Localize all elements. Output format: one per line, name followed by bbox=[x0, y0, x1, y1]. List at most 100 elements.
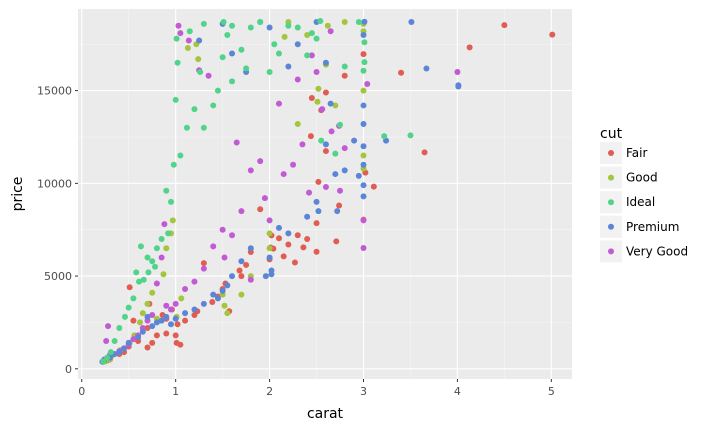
data-point bbox=[322, 141, 329, 148]
data-point bbox=[328, 128, 335, 135]
data-point bbox=[220, 18, 227, 25]
data-point bbox=[360, 152, 367, 159]
data-point bbox=[361, 18, 368, 25]
data-point bbox=[205, 72, 212, 79]
data-point bbox=[153, 319, 160, 326]
data-point bbox=[271, 41, 278, 48]
panel-background bbox=[78, 9, 572, 379]
data-point bbox=[158, 317, 165, 324]
data-point bbox=[184, 44, 191, 51]
data-point bbox=[313, 35, 320, 42]
data-point bbox=[261, 195, 268, 202]
axes: 0 1 2 3 4 5 0 5000 10000 15000 bbox=[37, 85, 555, 398]
legend-swatch bbox=[608, 199, 614, 206]
data-point bbox=[183, 124, 190, 131]
data-point bbox=[153, 245, 160, 252]
data-point bbox=[130, 336, 137, 343]
y-tick-label: 15000 bbox=[37, 85, 72, 98]
data-point bbox=[152, 263, 159, 270]
data-point bbox=[191, 278, 198, 285]
data-point bbox=[315, 208, 322, 215]
data-point bbox=[262, 273, 269, 280]
data-point bbox=[149, 323, 156, 330]
points bbox=[99, 18, 556, 365]
data-point bbox=[104, 354, 111, 361]
data-point bbox=[360, 31, 367, 38]
data-point bbox=[360, 143, 367, 150]
data-point bbox=[224, 282, 231, 289]
data-point bbox=[285, 230, 292, 237]
data-point bbox=[153, 332, 160, 339]
data-point bbox=[364, 81, 371, 88]
data-point bbox=[149, 312, 156, 319]
data-point bbox=[332, 102, 339, 109]
data-point bbox=[167, 321, 174, 328]
data-point bbox=[182, 286, 189, 293]
data-point bbox=[133, 269, 140, 276]
data-point bbox=[160, 271, 167, 278]
data-point bbox=[219, 226, 226, 233]
data-point bbox=[169, 217, 176, 224]
data-point bbox=[333, 238, 340, 245]
data-point bbox=[200, 124, 207, 131]
data-point bbox=[313, 69, 320, 76]
data-point bbox=[174, 321, 181, 328]
data-point bbox=[238, 291, 245, 298]
data-point bbox=[275, 224, 282, 231]
data-point bbox=[466, 44, 473, 51]
data-point bbox=[229, 22, 236, 29]
data-point bbox=[163, 245, 170, 252]
data-point bbox=[238, 208, 245, 215]
data-point bbox=[304, 213, 311, 220]
data-point bbox=[224, 31, 231, 38]
data-point bbox=[238, 273, 245, 280]
data-point bbox=[229, 78, 236, 85]
data-point bbox=[177, 30, 184, 37]
legend-item: Premium bbox=[600, 215, 679, 238]
data-point bbox=[219, 287, 226, 294]
data-point bbox=[238, 258, 245, 265]
data-point bbox=[125, 304, 132, 311]
data-point bbox=[266, 69, 273, 76]
data-point bbox=[266, 24, 273, 31]
data-point bbox=[360, 193, 367, 200]
data-point bbox=[341, 167, 348, 174]
data-point bbox=[173, 35, 180, 42]
data-point bbox=[172, 96, 179, 103]
data-point bbox=[454, 69, 461, 76]
data-point bbox=[336, 202, 343, 209]
data-point bbox=[360, 217, 367, 224]
data-point bbox=[177, 341, 184, 348]
data-point bbox=[191, 312, 198, 319]
data-point bbox=[306, 189, 313, 196]
data-point bbox=[327, 28, 334, 35]
data-point bbox=[299, 141, 306, 148]
data-point bbox=[370, 183, 377, 190]
data-point bbox=[153, 280, 160, 287]
data-point bbox=[163, 313, 170, 320]
data-point bbox=[103, 337, 110, 344]
data-point bbox=[111, 337, 118, 344]
data-point bbox=[275, 100, 282, 107]
data-point bbox=[144, 313, 151, 320]
data-point bbox=[172, 300, 179, 307]
data-point bbox=[322, 148, 329, 155]
data-point bbox=[257, 158, 264, 165]
data-point bbox=[294, 232, 301, 239]
data-point bbox=[174, 59, 181, 66]
data-point bbox=[308, 52, 315, 59]
data-point bbox=[126, 284, 133, 291]
data-point bbox=[219, 54, 226, 61]
data-point bbox=[360, 102, 367, 109]
data-point bbox=[137, 243, 144, 250]
data-point bbox=[294, 76, 301, 83]
data-point bbox=[149, 289, 156, 296]
legend-item: Fair bbox=[600, 142, 647, 164]
data-point bbox=[381, 133, 388, 140]
data-point bbox=[229, 232, 236, 239]
data-point bbox=[210, 291, 217, 298]
data-point bbox=[221, 254, 228, 261]
data-point bbox=[105, 323, 112, 330]
x-tick-label: 3 bbox=[360, 385, 367, 398]
